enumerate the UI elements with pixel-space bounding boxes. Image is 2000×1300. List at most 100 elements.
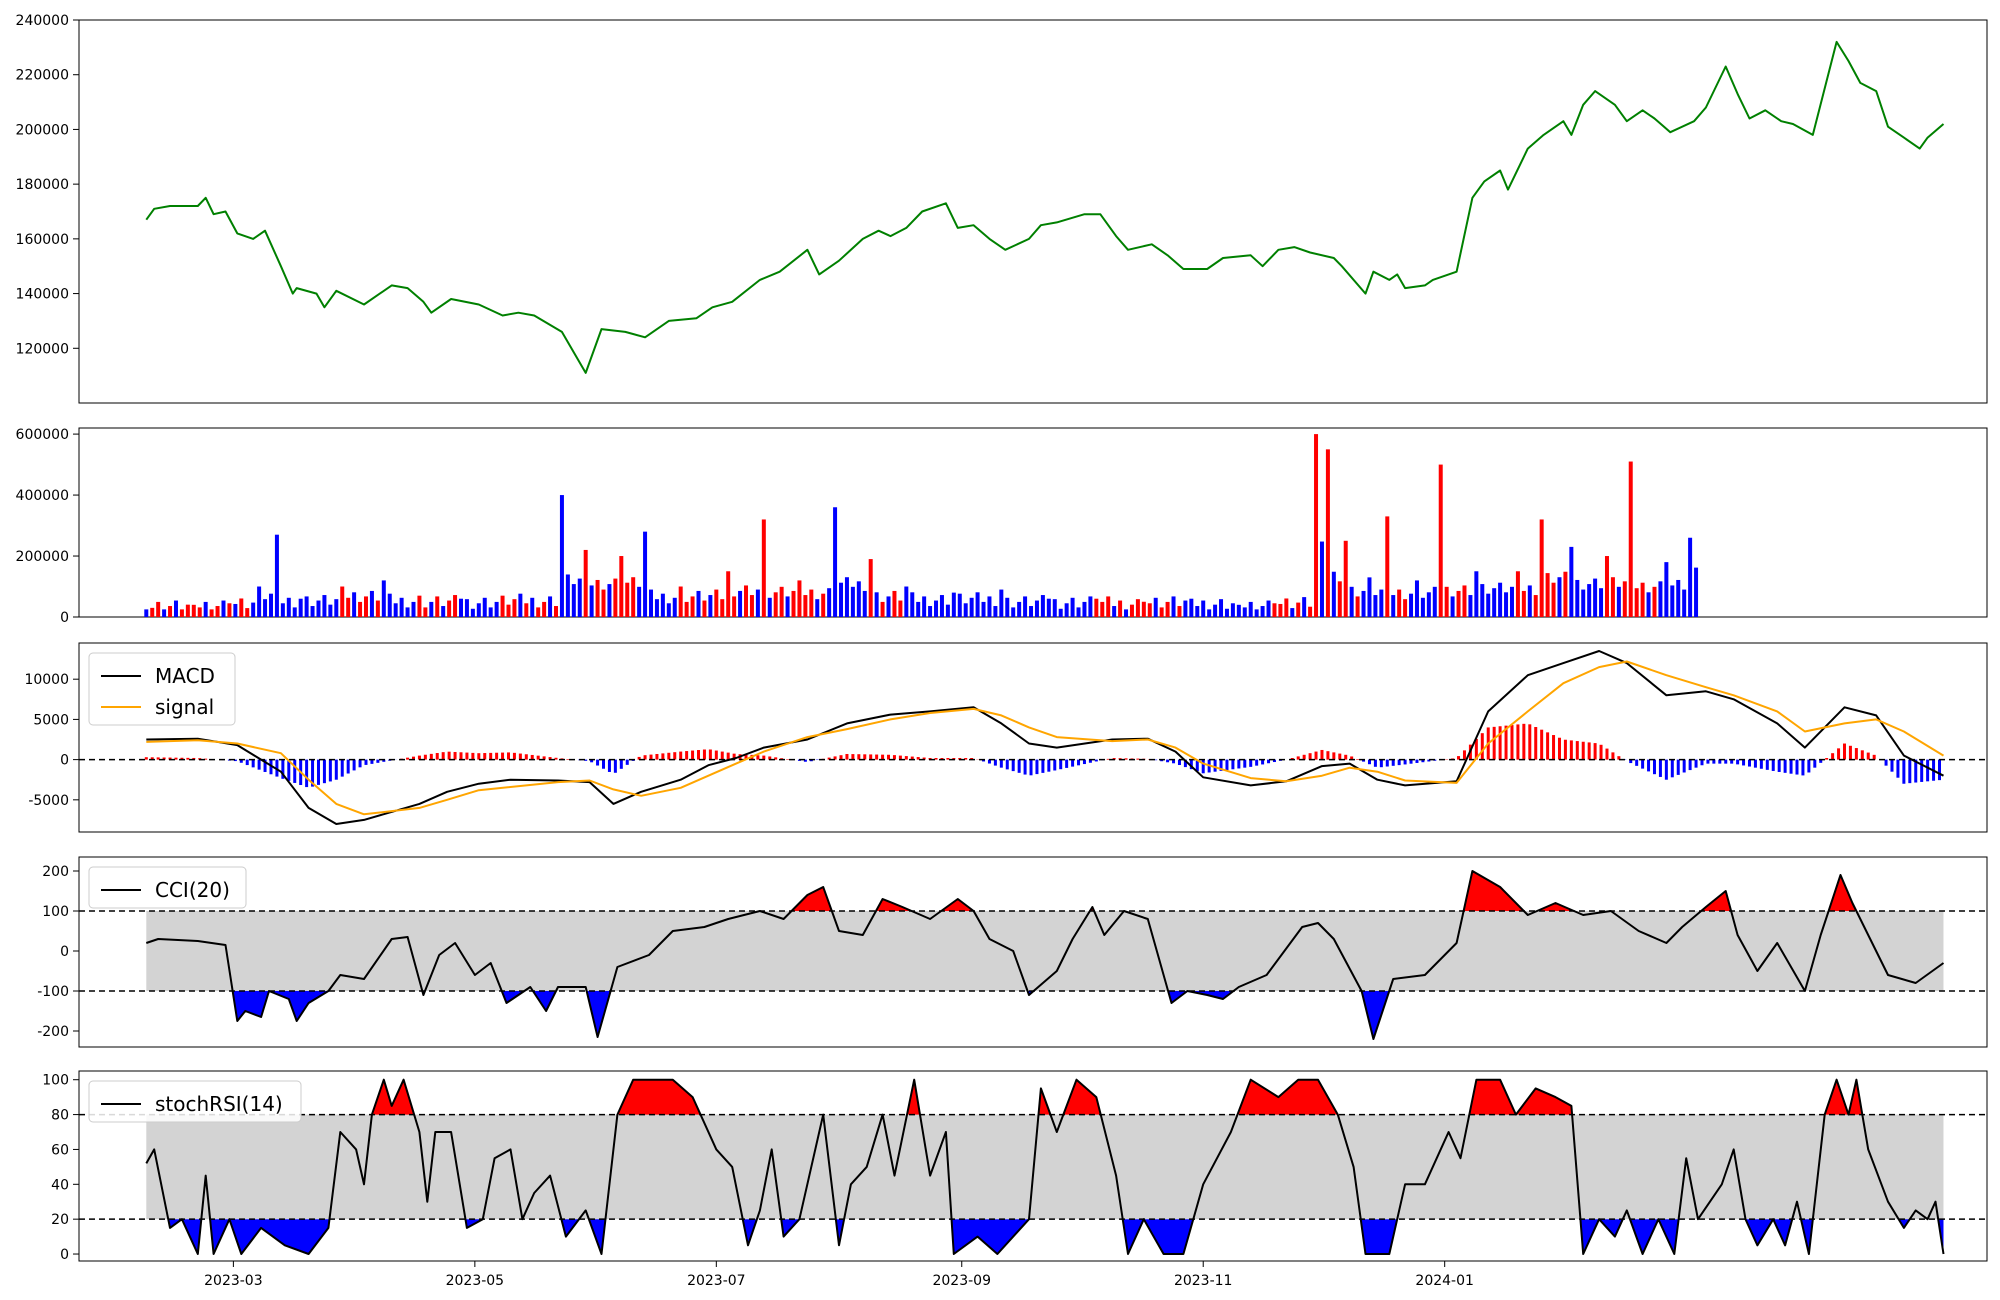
- macd-histogram-bar: [1350, 756, 1354, 760]
- legend-box: [88, 1080, 302, 1123]
- volume-bar: [191, 604, 196, 617]
- volume-bar: [856, 581, 861, 617]
- macd-histogram-bar: [1504, 725, 1508, 760]
- volume-bar: [1575, 579, 1580, 617]
- volume-bar: [1349, 586, 1354, 617]
- oversold-fill: [269, 991, 329, 1021]
- legend: CCI(20): [88, 866, 247, 909]
- oversold-fill: [1629, 1219, 1659, 1254]
- macd-histogram-bar: [441, 752, 445, 760]
- volume-bar: [239, 598, 244, 617]
- macd-histogram-bar: [186, 757, 190, 760]
- macd-histogram-bar: [1831, 753, 1835, 760]
- macd-histogram-bar: [958, 758, 962, 760]
- macd-histogram-bar: [1647, 759, 1651, 772]
- x-tick-label: 2023-05: [446, 1273, 505, 1289]
- volume-bar: [910, 592, 915, 617]
- macd-histogram-bar: [1611, 752, 1615, 760]
- volume-bar: [1337, 581, 1342, 617]
- volume-bar: [963, 603, 968, 617]
- y-tick-label: 140000: [16, 287, 69, 303]
- volume-bar: [874, 592, 879, 617]
- volume-bar: [1604, 556, 1609, 617]
- macd-histogram-bar: [144, 757, 148, 760]
- macd-histogram-bar: [477, 753, 481, 760]
- macd-histogram-bar: [1706, 759, 1710, 764]
- macd-histogram-bar: [376, 759, 380, 763]
- volume-bar: [654, 599, 659, 617]
- cci-line: [145, 870, 1945, 1040]
- volume-bar: [702, 600, 707, 617]
- macd-histogram-bar: [1094, 759, 1098, 762]
- volume-bar: [227, 603, 232, 617]
- overbought-fill: [1469, 1079, 1516, 1115]
- macd-histogram-bar: [542, 756, 546, 760]
- y-tick-label: 0: [60, 753, 69, 769]
- overbought-fill: [371, 1079, 415, 1115]
- volume-bar: [1325, 449, 1330, 617]
- volume-bar: [1153, 597, 1158, 617]
- macd-histogram-bar: [1332, 752, 1336, 760]
- macd-histogram-bar: [1866, 752, 1870, 760]
- macd-histogram-bar: [1106, 758, 1110, 760]
- macd-histogram-bar: [1498, 726, 1502, 760]
- volume-bar: [690, 596, 695, 617]
- macd-histogram-bar: [465, 752, 469, 760]
- volume-bar: [310, 606, 315, 617]
- volume-bar: [1527, 585, 1532, 617]
- volume-bar: [251, 602, 256, 617]
- macd-histogram-bar: [1172, 759, 1176, 764]
- volume-bar: [880, 601, 885, 617]
- macd-histogram-bar: [1201, 759, 1205, 774]
- macd-histogram-bar: [602, 759, 606, 769]
- macd-histogram-bar: [269, 759, 273, 775]
- volume-bar: [1236, 604, 1241, 617]
- macd-histogram-bar: [1534, 727, 1538, 760]
- volume-bar: [1195, 606, 1200, 617]
- macd-histogram-bar: [1629, 759, 1633, 764]
- volume-bar: [464, 599, 469, 617]
- macd-histogram-bar: [150, 757, 154, 760]
- macd-histogram-bar: [590, 759, 594, 763]
- volume-bar: [1676, 579, 1681, 617]
- volume-bar: [179, 609, 184, 617]
- macd-histogram-bar: [506, 752, 510, 760]
- volume-bar: [274, 534, 279, 617]
- macd-histogram-bar: [1195, 759, 1199, 772]
- volume-bar: [1302, 597, 1307, 617]
- volume-bar: [494, 601, 499, 617]
- macd-histogram-bar: [174, 757, 178, 760]
- y-tick-label: 120000: [16, 341, 69, 357]
- volume-bar: [1640, 582, 1645, 617]
- volume-bar: [1314, 434, 1319, 617]
- volume-bar: [375, 600, 380, 617]
- macd-histogram-bar: [1641, 759, 1645, 769]
- y-tick-label: 40: [51, 1177, 69, 1193]
- volume-bar: [666, 603, 671, 617]
- macd-histogram-bar: [1617, 756, 1621, 760]
- macd-histogram-bar: [1082, 759, 1086, 765]
- macd-histogram-bar: [1860, 750, 1864, 760]
- macd-histogram-bar: [1397, 759, 1401, 766]
- volume-bar: [1219, 599, 1224, 617]
- volume-bar: [827, 588, 832, 617]
- volume-bar: [886, 596, 891, 617]
- volume-bar: [536, 607, 541, 617]
- macd-histogram-bar: [691, 750, 695, 760]
- oversold-fill: [1898, 1219, 1910, 1228]
- volume-bar: [1426, 592, 1431, 617]
- volume-bar: [1420, 597, 1425, 617]
- macd-histogram-bar: [1670, 759, 1674, 778]
- volume-bar: [1599, 588, 1604, 617]
- macd-histogram-bar: [1071, 759, 1075, 767]
- macd-histogram-bar: [1385, 759, 1389, 767]
- macd-histogram-bar: [1267, 759, 1271, 764]
- macd-histogram-bar: [1457, 756, 1461, 760]
- macd-histogram-bar: [1166, 759, 1170, 763]
- macd-histogram-bar: [762, 755, 766, 760]
- volume-bar: [1290, 608, 1295, 617]
- macd-histogram-bar: [1320, 749, 1324, 760]
- volume-bar: [1331, 571, 1336, 617]
- macd-histogram-bar: [1373, 759, 1377, 767]
- volume-bar: [904, 586, 909, 617]
